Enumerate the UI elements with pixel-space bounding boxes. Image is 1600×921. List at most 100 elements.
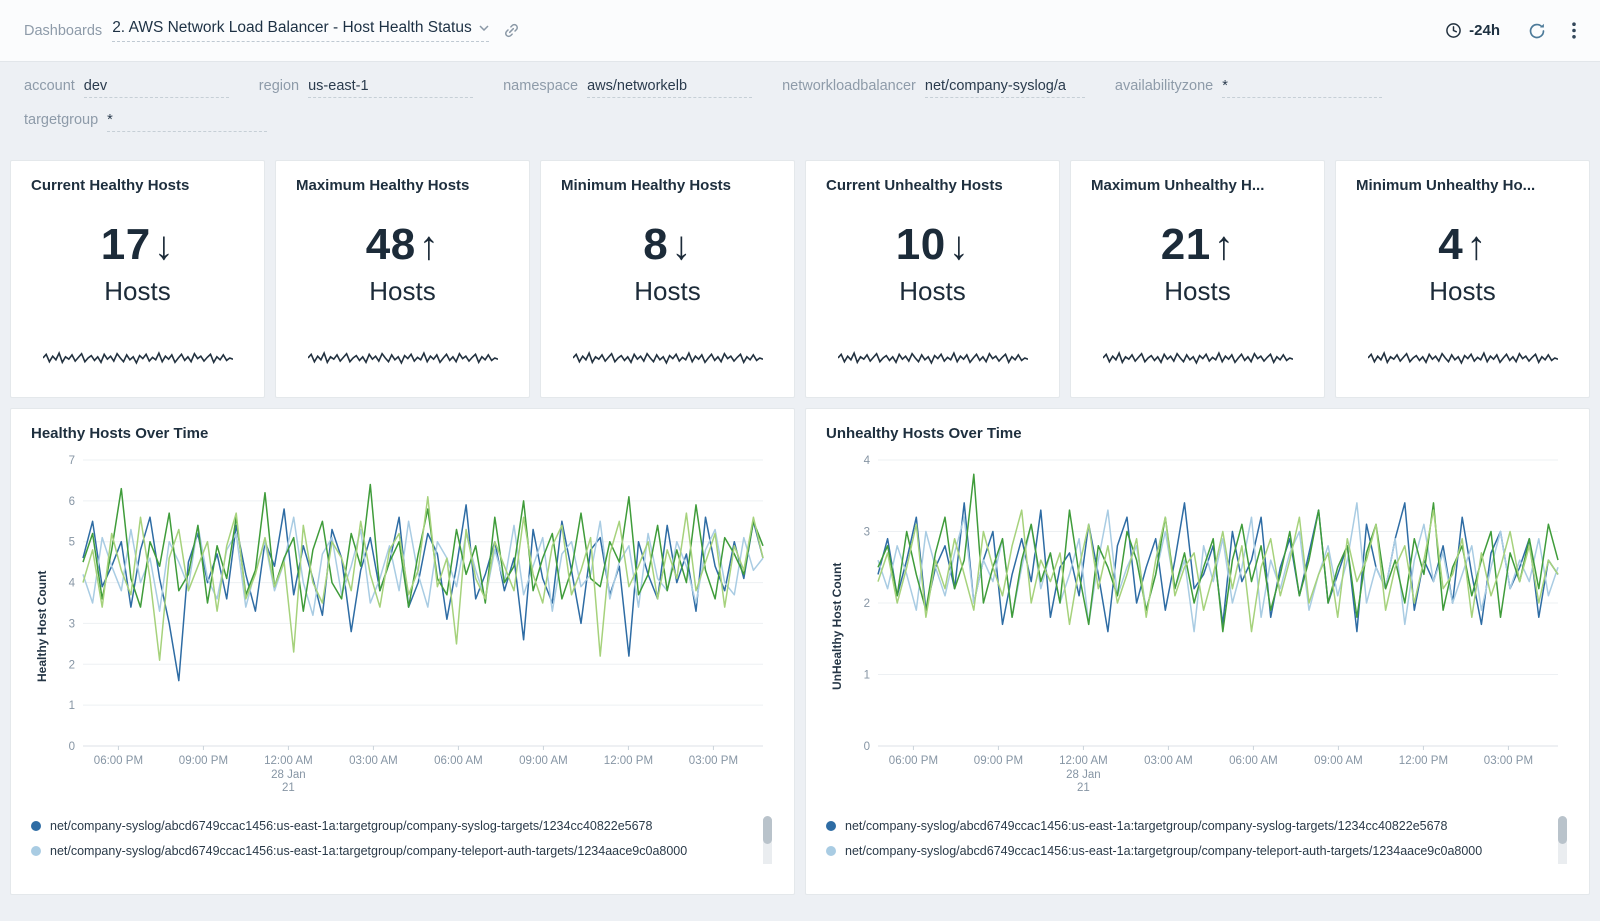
filter-networkloadbalancer[interactable]: networkloadbalancer net/company-syslog/a [782, 78, 1085, 98]
filter-namespace[interactable]: namespace aws/networkelb [503, 78, 753, 98]
stat-title: Minimum Unhealthy Ho... [1356, 177, 1536, 194]
trend-up-icon: ↑ [418, 224, 440, 268]
stat-value: 21↑ [1160, 220, 1235, 269]
stat-panel-max-unhealthy[interactable]: Maximum Unhealthy H... 21↑ Hosts [1070, 160, 1325, 398]
filter-value[interactable]: * [107, 112, 268, 132]
stat-title: Minimum Healthy Hosts [561, 177, 732, 194]
svg-text:09:00 PM: 09:00 PM [179, 755, 228, 767]
sparkline [307, 350, 498, 365]
sparkline [572, 350, 763, 365]
filter-value[interactable]: aws/networkelb [587, 78, 753, 98]
stat-panel-current-healthy[interactable]: Current Healthy Hosts 17↓ Hosts [10, 160, 265, 398]
filter-value[interactable]: * [1222, 78, 1383, 98]
svg-text:06:00 PM: 06:00 PM [94, 755, 143, 767]
page-title[interactable]: 2. AWS Network Load Balancer - Host Heal… [112, 19, 472, 36]
legend-scrollbar[interactable] [763, 816, 772, 864]
svg-text:28 Jan: 28 Jan [271, 769, 306, 781]
stat-panel-current-unhealthy[interactable]: Current Unhealthy Hosts 10↓ Hosts [805, 160, 1060, 398]
svg-text:06:00 PM: 06:00 PM [889, 755, 938, 767]
stat-value: 10↓ [895, 220, 970, 269]
filter-account[interactable]: account dev [24, 78, 229, 98]
link-icon[interactable] [503, 22, 520, 39]
stat-panel-max-healthy[interactable]: Maximum Healthy Hosts 48↑ Hosts [275, 160, 530, 398]
stat-title: Current Healthy Hosts [31, 177, 190, 194]
svg-text:4: 4 [69, 578, 76, 590]
trend-up-icon: ↑ [1213, 224, 1235, 268]
stat-panel-min-unhealthy[interactable]: Minimum Unhealthy Ho... 4↑ Hosts [1335, 160, 1590, 398]
chart-panel-unhealthy: Unhealthy Hosts Over Time UnHealthy Host… [805, 408, 1590, 895]
dashboard-title-dropdown[interactable]: 2. AWS Network Load Balancer - Host Heal… [112, 19, 489, 42]
chart-title: Unhealthy Hosts Over Time [826, 425, 1022, 442]
legend-label: net/company-syslog/abcd6749ccac1456:us-e… [50, 844, 688, 858]
svg-text:12:00 AM: 12:00 AM [1059, 755, 1108, 767]
svg-text:03:00 AM: 03:00 AM [349, 755, 398, 767]
filter-value[interactable]: us-east-1 [308, 78, 474, 98]
svg-text:3: 3 [69, 618, 75, 630]
svg-text:2: 2 [69, 659, 75, 671]
legend-label: net/company-syslog/abcd6749ccac1456:us-e… [845, 819, 1448, 833]
svg-text:03:00 PM: 03:00 PM [689, 755, 738, 767]
kebab-menu-icon[interactable] [1572, 22, 1576, 39]
healthy-hosts-line-chart[interactable]: 0 1 2 3 4 5 6 7 06:00 PM 09:00 PM 12:00 AM 28 Jan21… [53, 452, 773, 800]
stat-value: 8↓ [643, 220, 692, 269]
series-dot [31, 846, 41, 856]
sparkline [1367, 350, 1558, 365]
stat-title: Current Unhealthy Hosts [826, 177, 1003, 194]
chart-panels: Healthy Hosts Over Time Healthy Host Cou… [10, 408, 1590, 895]
refresh-icon[interactable] [1528, 22, 1546, 40]
filter-availabilityzone[interactable]: availabilityzone * [1115, 78, 1383, 98]
legend-scrollbar-thumb[interactable] [1558, 816, 1567, 844]
legend-label: net/company-syslog/abcd6749ccac1456:us-e… [50, 819, 653, 833]
svg-text:4: 4 [864, 455, 871, 467]
filter-targetgroup[interactable]: targetgroup * [24, 112, 268, 132]
filter-label: namespace [503, 78, 579, 94]
svg-text:0: 0 [864, 741, 870, 753]
legend-item[interactable]: net/company-syslog/abcd6749ccac1456:us-e… [31, 839, 750, 864]
svg-text:6: 6 [69, 496, 75, 508]
series-dot [826, 846, 836, 856]
legend-label: net/company-syslog/abcd6749ccac1456:us-e… [845, 844, 1483, 858]
legend-scrollbar[interactable] [1558, 816, 1567, 864]
svg-text:2: 2 [864, 598, 870, 610]
filter-value[interactable]: dev [83, 78, 229, 98]
sparkline [42, 350, 233, 365]
svg-text:21: 21 [1077, 782, 1090, 794]
top-bar: Dashboards 2. AWS Network Load Balancer … [0, 0, 1600, 62]
svg-text:06:00 AM: 06:00 AM [1229, 755, 1278, 767]
series-dot [31, 821, 41, 831]
stat-panel-min-healthy[interactable]: Minimum Healthy Hosts 8↓ Hosts [540, 160, 795, 398]
filter-region[interactable]: region us-east-1 [259, 78, 474, 98]
stat-unit: Hosts [369, 276, 436, 306]
stat-title: Maximum Unhealthy H... [1091, 177, 1265, 194]
legend-item[interactable]: net/company-syslog/abcd6749ccac1456:us-e… [31, 814, 750, 839]
y-axis-label: Healthy Host Count [35, 570, 49, 682]
filter-label: account [24, 78, 75, 94]
y-axis-label: UnHealthy Host Count [830, 562, 844, 690]
stat-unit: Hosts [1164, 276, 1231, 306]
svg-text:5: 5 [69, 537, 75, 549]
filter-bar: account dev region us-east-1 namespace a… [0, 62, 1600, 152]
legend-item[interactable]: net/company-syslog/abcd6749ccac1456:us-e… [826, 814, 1545, 839]
filter-label: networkloadbalancer [782, 78, 916, 94]
legend-item[interactable]: net/company-syslog/abcd6749ccac1456:us-e… [826, 839, 1545, 864]
svg-text:09:00 AM: 09:00 AM [519, 755, 568, 767]
time-range-button[interactable]: -24h [1445, 22, 1500, 39]
filter-value[interactable]: net/company-syslog/a [924, 78, 1085, 98]
svg-text:12:00 PM: 12:00 PM [604, 755, 653, 767]
chart-title: Healthy Hosts Over Time [31, 425, 209, 442]
chevron-down-icon[interactable] [479, 25, 489, 31]
stat-unit: Hosts [104, 276, 171, 306]
stat-value: 4↑ [1438, 220, 1487, 269]
stat-value: 48↑ [365, 220, 440, 269]
trend-down-icon: ↓ [153, 224, 175, 268]
svg-text:06:00 AM: 06:00 AM [434, 755, 483, 767]
stat-unit: Hosts [899, 276, 966, 306]
legend-scrollbar-thumb[interactable] [763, 816, 772, 844]
sparkline [837, 350, 1028, 365]
svg-text:0: 0 [69, 741, 75, 753]
breadcrumb[interactable]: Dashboards [24, 22, 103, 39]
svg-text:03:00 AM: 03:00 AM [1144, 755, 1193, 767]
svg-text:12:00 AM: 12:00 AM [264, 755, 313, 767]
trend-down-icon: ↓ [948, 224, 970, 268]
